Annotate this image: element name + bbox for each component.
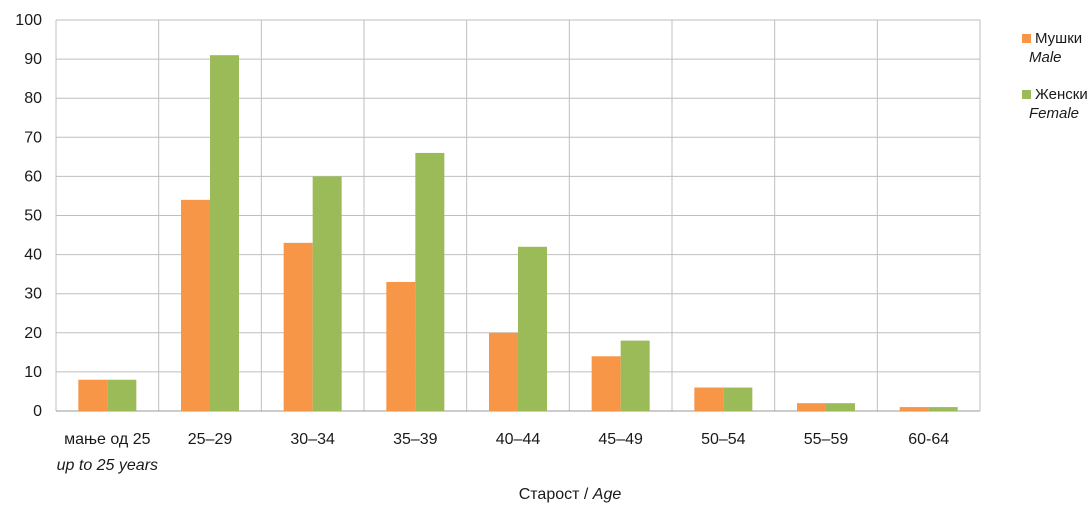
y-tick-label: 60 (24, 168, 42, 185)
x-tick-label: 30–34 (290, 431, 335, 448)
x-tick-label: 40–44 (496, 431, 541, 448)
x-tick-label: 35–39 (393, 431, 438, 448)
x-tick-label: 50–54 (701, 431, 746, 448)
bars (78, 55, 958, 411)
bar-female (107, 379, 137, 411)
x-tick-label: 45–49 (598, 431, 643, 448)
x-tick-label: 25–29 (188, 431, 233, 448)
y-tick-label: 70 (24, 129, 42, 146)
legend-swatch-female (1022, 89, 1031, 99)
bar-male (694, 387, 724, 411)
bar-male (489, 332, 518, 411)
y-tick-label: 40 (24, 247, 42, 264)
bar-male (797, 403, 826, 411)
bar-female (826, 403, 855, 411)
bar-female (415, 152, 445, 411)
x-tick-sublabel: up to 25 years (57, 457, 158, 474)
y-tick-label: 10 (24, 364, 42, 381)
x-axis-title-sr: Старост (518, 486, 580, 503)
x-axis-title-separator: / (579, 486, 593, 503)
legend-label-female-en: Female (1029, 105, 1080, 122)
bar-male (78, 379, 108, 411)
legend-label-male: Мушки (1035, 29, 1083, 47)
y-tick-label: 30 (24, 286, 42, 303)
legend-item-female: Женски Female (1022, 84, 1088, 124)
y-tick-label: 80 (24, 90, 42, 107)
legend-swatch-male (1022, 33, 1031, 43)
y-tick-label: 0 (33, 403, 42, 420)
x-tick-label: 60-64 (908, 431, 949, 448)
y-tick-label: 20 (24, 325, 42, 342)
legend-item-male: Мушки Male (1022, 28, 1088, 68)
bar-female (312, 176, 342, 411)
bar-male (591, 356, 621, 411)
x-tick-label: мање од 25 (64, 431, 150, 448)
bar-male (181, 199, 210, 411)
bar-female (620, 340, 650, 411)
bar-male (386, 281, 416, 411)
bar-male (899, 407, 929, 411)
x-tick-label: 55–59 (804, 431, 849, 448)
x-axis-ticks: мање од 25 up to 25 years 25–29 30–34 35–39 4… (57, 431, 950, 474)
bar-female (210, 55, 239, 411)
legend: Мушки Male Женски Female (1022, 28, 1088, 124)
y-tick-label: 50 (24, 208, 42, 225)
x-axis-title-en: Age (592, 486, 622, 503)
y-axis-ticks: 0 10 20 30 40 50 60 70 80 90 100 (15, 12, 42, 420)
y-tick-label: 100 (15, 12, 42, 29)
bar-female (518, 246, 547, 411)
legend-label-male-en: Male (1029, 49, 1062, 66)
bar-female (928, 407, 958, 411)
x-axis-title: Старост / Age (0, 486, 1092, 504)
bar-female (723, 387, 753, 411)
y-tick-label: 90 (24, 51, 42, 68)
legend-label-female: Женски (1035, 85, 1088, 103)
bar-male (283, 242, 313, 411)
